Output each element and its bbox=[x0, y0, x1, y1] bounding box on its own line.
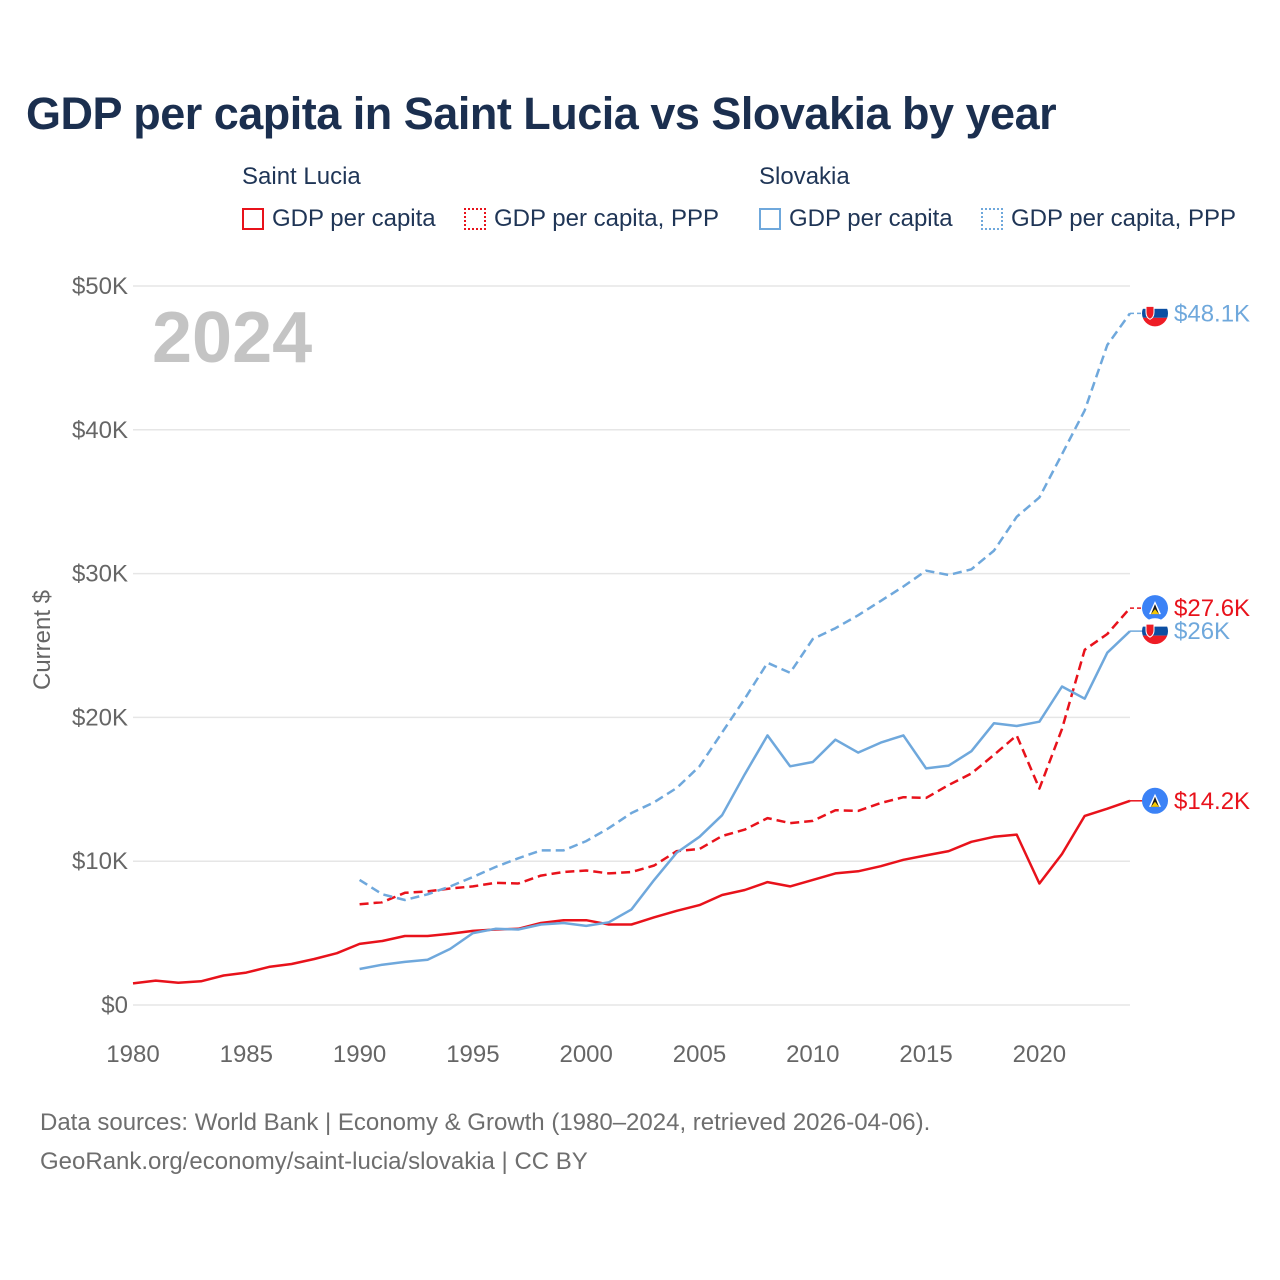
x-tick-label: 2005 bbox=[673, 1041, 726, 1068]
end-value-label: $14.2K bbox=[1174, 788, 1250, 815]
chart-title: GDP per capita in Saint Lucia vs Slovaki… bbox=[26, 88, 1057, 139]
legend-item-slovakia-gdp-ppp[interactable]: GDP per capita, PPP bbox=[981, 205, 1236, 233]
source-line-2[interactable]: GeoRank.org/economy/saint-lucia/slovakia… bbox=[40, 1148, 588, 1175]
x-tick-label: 1995 bbox=[446, 1041, 499, 1068]
x-tick-label: 2015 bbox=[899, 1041, 952, 1068]
legend-item-saint-lucia-gdp[interactable]: GDP per capita bbox=[242, 205, 436, 233]
legend-item-slovakia-gdp[interactable]: GDP per capita bbox=[759, 205, 953, 233]
year-watermark: 2024 bbox=[152, 298, 312, 378]
x-tick-label: 1980 bbox=[106, 1041, 159, 1068]
legend-label: GDP per capita, PPP bbox=[1011, 205, 1236, 232]
y-tick-label: $50K bbox=[72, 273, 128, 300]
legend-group-slovakia: Slovakia bbox=[759, 163, 850, 190]
legend-label: GDP per capita bbox=[789, 205, 953, 232]
legend-label: GDP per capita bbox=[272, 205, 436, 232]
y-tick-label: $10K bbox=[72, 848, 128, 875]
end-value-label: $27.6K bbox=[1174, 595, 1250, 622]
y-tick-label: $40K bbox=[72, 417, 128, 444]
series-line-slovakia-gdp-per-capita[interactable] bbox=[359, 630, 1131, 971]
x-tick-label: 2020 bbox=[1013, 1041, 1066, 1068]
saint-lucia-flag-icon bbox=[1142, 787, 1168, 814]
y-tick-label: $20K bbox=[72, 704, 128, 731]
x-tick-label: 1985 bbox=[220, 1041, 273, 1068]
source-line-1: Data sources: World Bank | Economy & Gro… bbox=[40, 1109, 931, 1136]
x-tick-label: 1990 bbox=[333, 1041, 386, 1068]
end-value-label: $26K bbox=[1174, 618, 1230, 645]
legend-swatch-dotted-blue bbox=[981, 208, 1003, 230]
legend-swatch-solid-blue bbox=[759, 208, 781, 230]
legend-group-saint-lucia: Saint Lucia bbox=[242, 163, 361, 190]
end-value-label: $48.1K bbox=[1174, 300, 1250, 327]
saint-lucia-flag-icon bbox=[1142, 595, 1168, 622]
x-tick-label: 2010 bbox=[786, 1041, 839, 1068]
y-tick-label: $30K bbox=[72, 561, 128, 588]
legend-swatch-dotted-red bbox=[464, 208, 486, 230]
x-tick-label: 2000 bbox=[559, 1041, 612, 1068]
legend-item-saint-lucia-gdp-ppp[interactable]: GDP per capita, PPP bbox=[464, 205, 719, 233]
legend-swatch-solid-red bbox=[242, 208, 264, 230]
y-tick-label: $0 bbox=[101, 992, 128, 1019]
series-line-saint-lucia-gdp-per-capita-ppp[interactable] bbox=[359, 607, 1131, 906]
slovakia-flag-icon bbox=[1142, 300, 1168, 327]
legend-label: GDP per capita, PPP bbox=[494, 205, 719, 232]
y-axis-label: Current $ bbox=[29, 590, 56, 690]
series-line-saint-lucia-gdp-per-capita[interactable] bbox=[132, 799, 1131, 985]
line-chart: $0 $10K $20K $30K $40K $50K 1980 1985 1990 1995 20… bbox=[29, 273, 1250, 1068]
slovakia-flag-icon bbox=[1142, 618, 1168, 645]
series-line-slovakia-gdp-per-capita-ppp[interactable] bbox=[358, 312, 1132, 902]
